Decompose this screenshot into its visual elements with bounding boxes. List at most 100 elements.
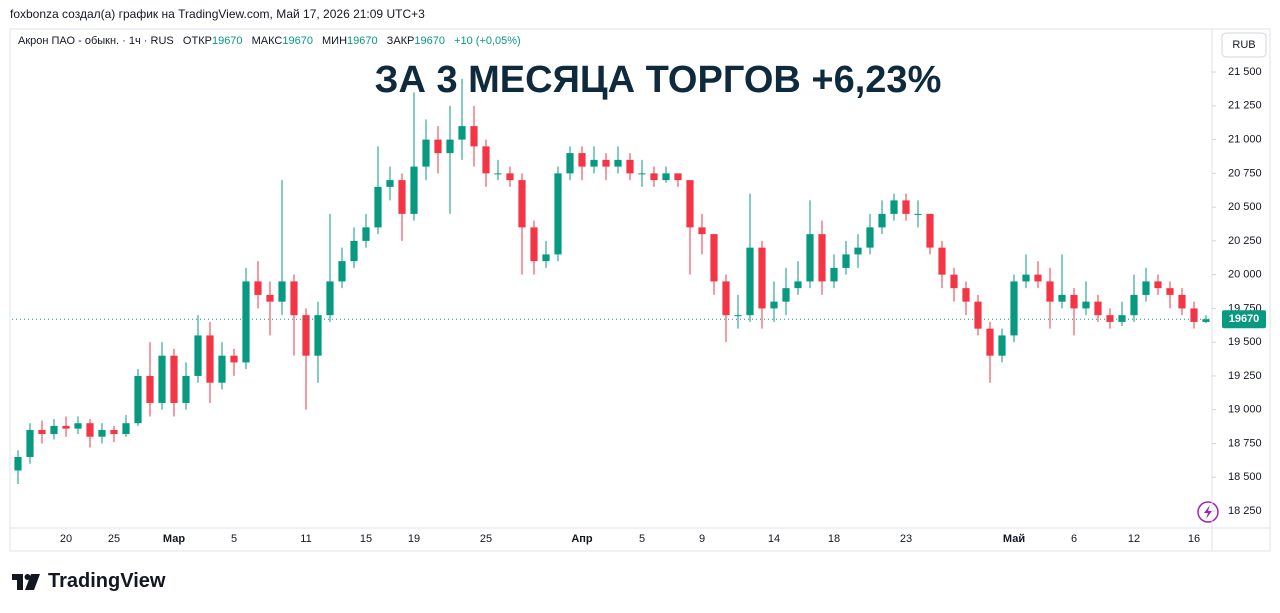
x-tick-label: 14 xyxy=(768,533,780,545)
y-tick-label: 20 750 xyxy=(1228,167,1262,179)
candle-body xyxy=(770,301,778,309)
candle-body xyxy=(98,429,106,437)
candle-body xyxy=(1142,281,1150,295)
alert-icon-bolt xyxy=(1204,505,1212,519)
candle-body xyxy=(842,254,850,268)
candle-body xyxy=(602,159,610,167)
candle-body xyxy=(278,281,286,302)
candle-body xyxy=(686,180,694,228)
candle-body xyxy=(746,247,754,316)
candle-body xyxy=(86,423,94,437)
candle-body xyxy=(590,159,598,167)
candle-body xyxy=(470,126,478,147)
last-price-label: 19670 xyxy=(1229,313,1260,325)
candle-body xyxy=(1154,281,1162,289)
y-tick-label: 20 500 xyxy=(1228,201,1262,213)
candle-body xyxy=(950,274,958,289)
x-tick-label: Май xyxy=(1003,533,1025,545)
candle-body xyxy=(386,180,394,187)
legend-value: 19670 xyxy=(211,35,243,47)
y-tick-label: 18 250 xyxy=(1228,505,1262,517)
x-tick-label: Мар xyxy=(163,533,185,545)
candle-body xyxy=(434,139,442,154)
candle-body xyxy=(1058,294,1066,302)
candle-body xyxy=(122,423,130,435)
candle-body xyxy=(530,227,538,262)
candle-body xyxy=(26,429,34,457)
candle-body xyxy=(482,146,490,174)
candle-body xyxy=(326,281,334,316)
x-tick-label: 15 xyxy=(360,533,372,545)
candle-body xyxy=(938,247,946,275)
y-tick-label: 18 750 xyxy=(1228,437,1262,449)
candle-body xyxy=(578,153,586,167)
y-tick-label: 21 500 xyxy=(1228,66,1262,78)
candle-body xyxy=(854,247,862,255)
y-tick-label: 20 000 xyxy=(1228,269,1262,281)
candle-body xyxy=(638,173,646,175)
candle-body xyxy=(554,173,562,255)
candle-body xyxy=(794,281,802,289)
candle-body xyxy=(446,139,454,154)
candle-body xyxy=(362,227,370,241)
candle-body xyxy=(302,315,310,356)
candle-body xyxy=(158,355,166,403)
candle-body xyxy=(218,355,226,383)
x-tick-label: 16 xyxy=(1188,533,1200,545)
candle-body xyxy=(314,315,322,356)
candle-body xyxy=(914,213,922,215)
brand-logo xyxy=(12,573,40,590)
candle-body xyxy=(62,425,70,429)
candle-body xyxy=(146,375,154,403)
x-tick-label: 5 xyxy=(231,533,237,545)
candle-body xyxy=(1022,274,1030,282)
x-tick-label: 25 xyxy=(108,533,120,545)
y-tick-label: 19 000 xyxy=(1228,404,1262,416)
candle-body xyxy=(986,328,994,356)
candle-body xyxy=(1190,308,1198,322)
candle-body xyxy=(722,281,730,316)
candle-body xyxy=(866,227,874,248)
y-tick-label: 19 500 xyxy=(1228,336,1262,348)
candle-body xyxy=(710,234,718,282)
candle-body xyxy=(878,213,886,228)
y-tick-label: 18 500 xyxy=(1228,471,1262,483)
legend-label: ЗАКР xyxy=(386,35,415,47)
candle-body xyxy=(410,166,418,214)
candle-body xyxy=(1166,288,1174,295)
candle-body xyxy=(1130,294,1138,316)
x-tick-label: 25 xyxy=(480,533,492,545)
candle-body xyxy=(506,173,514,181)
x-tick-label: 5 xyxy=(639,533,645,545)
candle-body xyxy=(494,173,502,175)
candle-body xyxy=(374,186,382,228)
chart-frame xyxy=(9,28,1271,552)
candle-body xyxy=(1094,301,1102,316)
candle-body xyxy=(1202,319,1210,322)
currency[interactable]: RUB xyxy=(1232,39,1255,51)
candle-body xyxy=(230,355,238,363)
candle-body xyxy=(398,180,406,214)
currency-button[interactable] xyxy=(1221,32,1267,58)
candle-body xyxy=(74,423,82,429)
candle-body xyxy=(1070,294,1078,309)
candle-body xyxy=(818,234,826,282)
candle-body xyxy=(1034,274,1042,282)
legend-change: +10 (+0,05%) xyxy=(454,35,521,47)
candle-body xyxy=(1178,294,1186,309)
candle-body xyxy=(806,234,814,282)
candle-body xyxy=(338,261,346,282)
legend-label: МИН xyxy=(322,35,348,47)
x-tick-label: 12 xyxy=(1128,533,1140,545)
legend-label: ОТКР xyxy=(182,35,212,47)
candle-body xyxy=(566,153,574,174)
legend-value: 19670 xyxy=(414,35,445,47)
candle-body xyxy=(14,456,22,471)
candle-body xyxy=(518,180,526,228)
x-tick-label: Апр xyxy=(571,533,593,545)
candle-body xyxy=(1118,315,1126,322)
byline: foxbonza создал(а) график на TradingView… xyxy=(10,7,425,21)
legend-value: 19670 xyxy=(347,35,378,47)
candle-body xyxy=(182,375,190,403)
